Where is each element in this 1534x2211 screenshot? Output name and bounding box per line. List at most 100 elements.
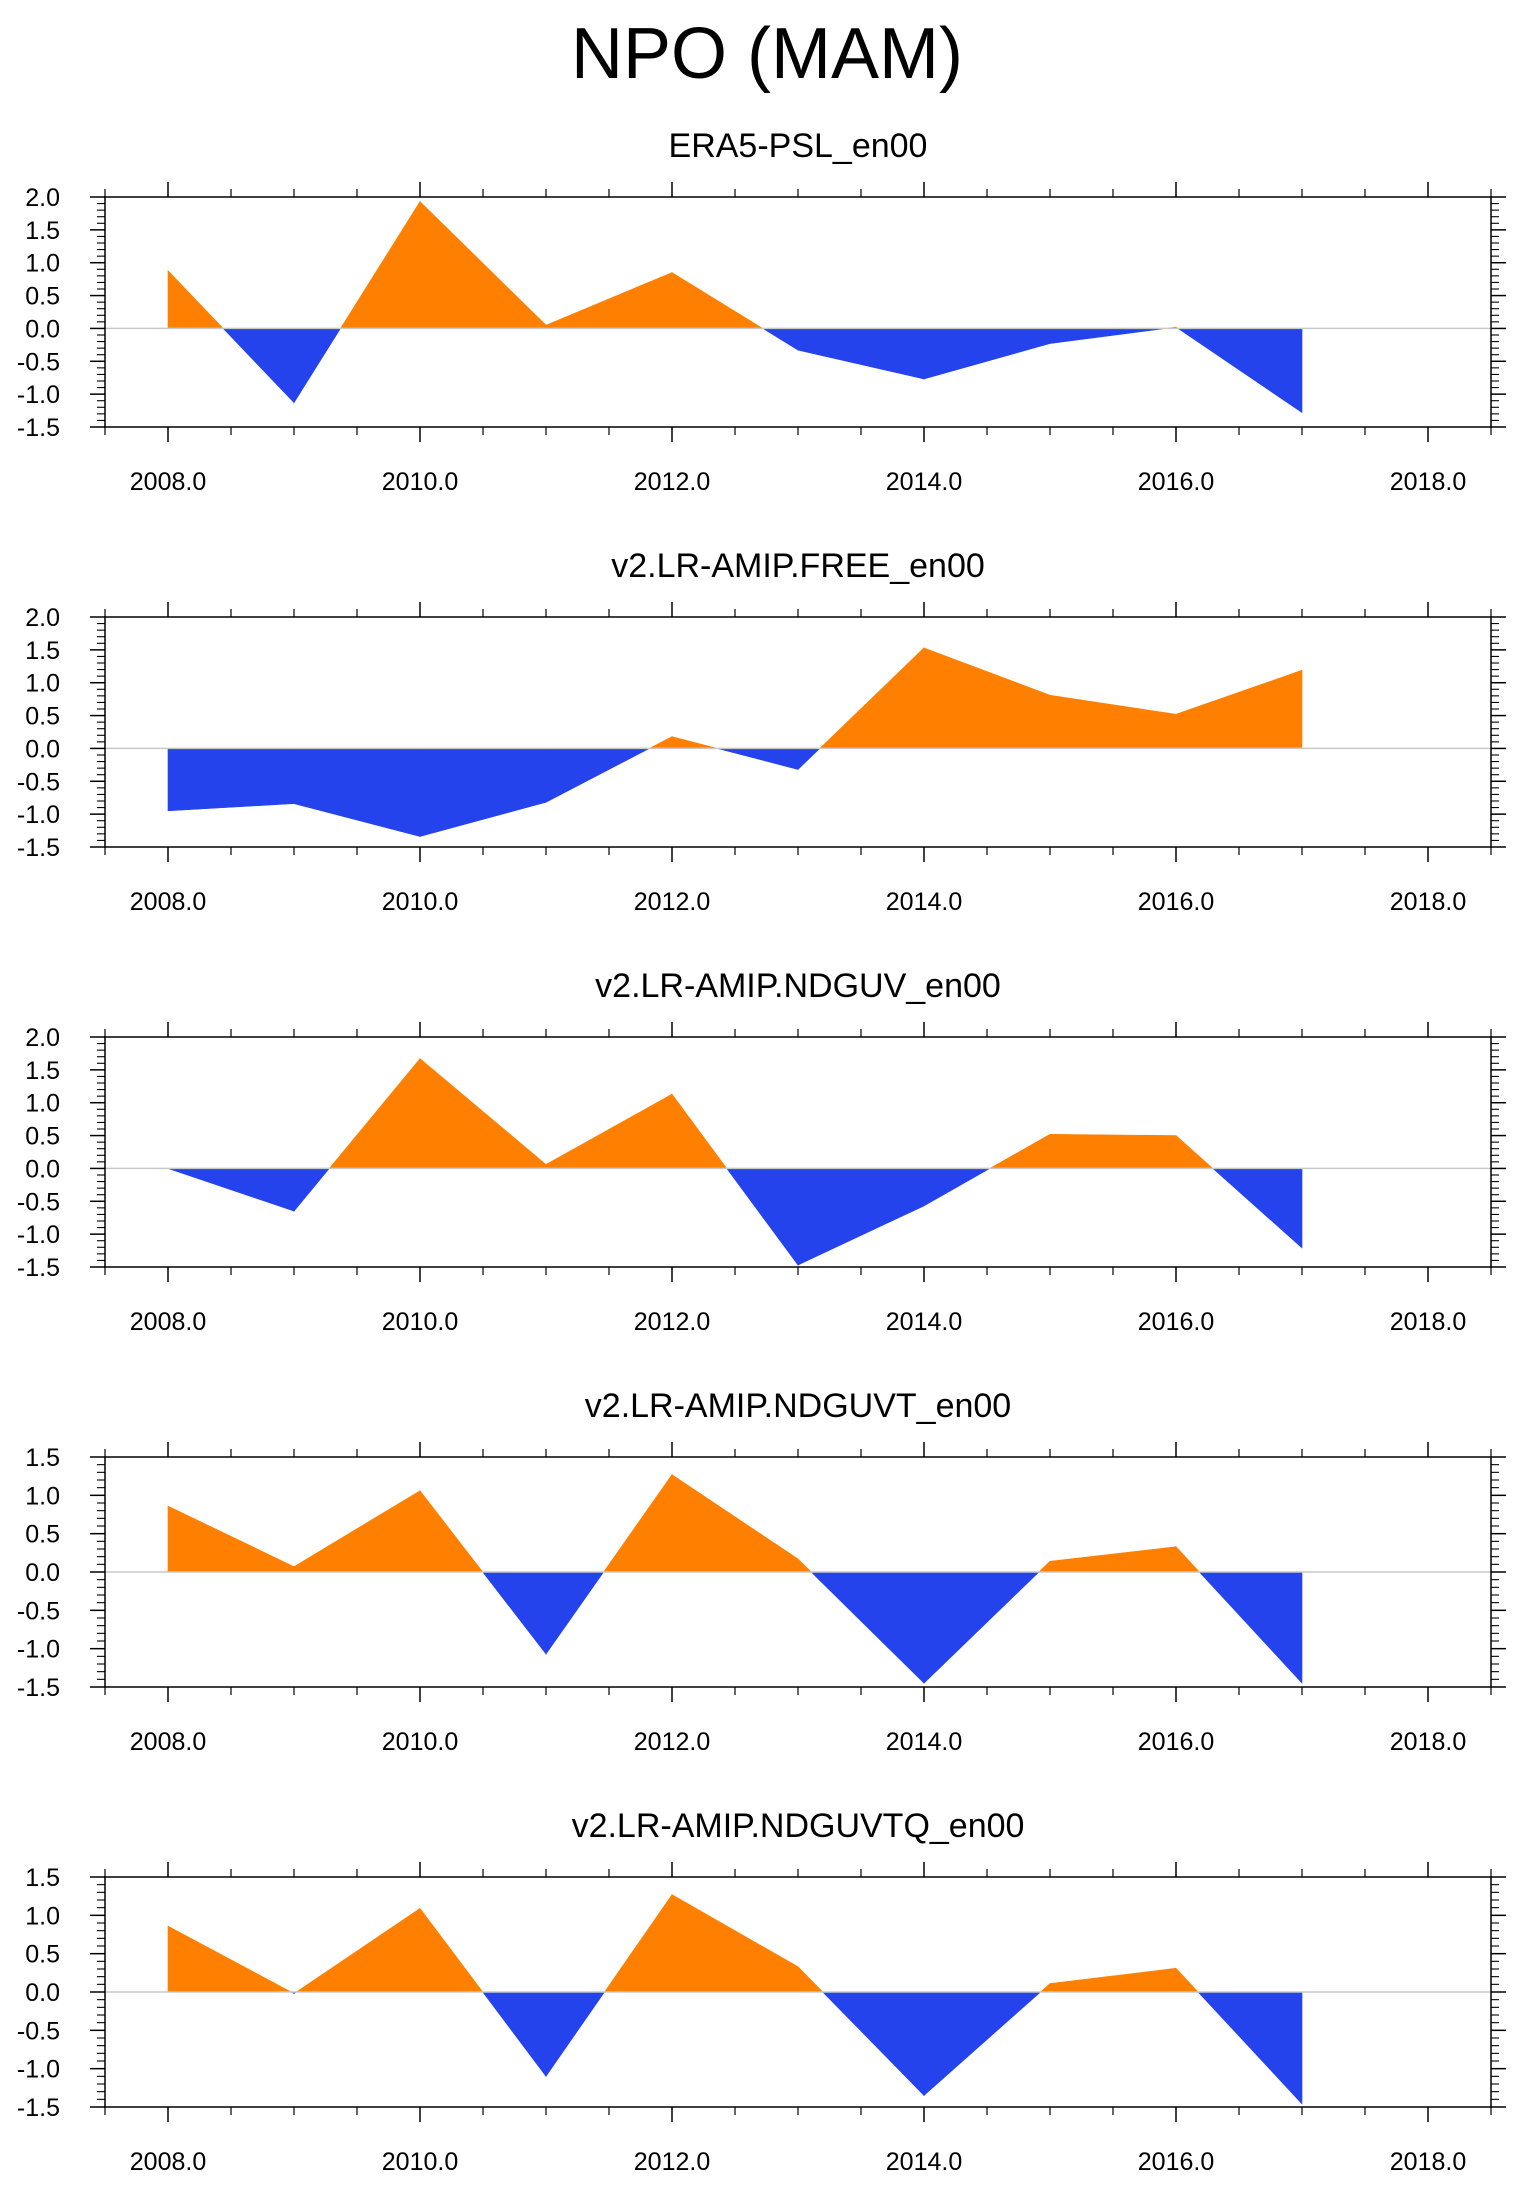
y-tick-label: 1.5: [25, 1444, 60, 1472]
x-tick-label: 2014.0: [886, 1308, 962, 1336]
negative-area: [923, 328, 1051, 380]
negative-area: [761, 328, 799, 351]
y-tick-label: -1.0: [17, 2056, 60, 2084]
negative-area: [1212, 1168, 1303, 1249]
y-tick-label: 1.5: [25, 637, 60, 665]
positive-area: [419, 200, 547, 329]
chart-panel: v2.LR-AMIP.FREE_en00 2008.0 2010.0 2012.0 20…: [17, 547, 1506, 916]
x-tick-label: 2010.0: [382, 468, 458, 496]
positive-area: [988, 1133, 1051, 1169]
x-tick-label: 2012.0: [634, 888, 710, 916]
x-tick-label: 2008.0: [130, 1308, 206, 1336]
positive-area: [1049, 1546, 1177, 1573]
positive-area: [1039, 1982, 1051, 1993]
negative-area: [545, 1571, 605, 1655]
y-tick-label: 0.0: [25, 1155, 60, 1183]
y-tick-label: 0.5: [25, 1521, 60, 1549]
y-tick-label: 2.0: [25, 604, 60, 632]
positive-area: [819, 647, 925, 749]
negative-area: [797, 328, 925, 380]
y-tick-label: 0.5: [25, 1941, 60, 1969]
negative-area: [222, 328, 295, 404]
chart-title: v2.LR-AMIP.FREE_en00: [611, 547, 985, 585]
positive-area: [671, 1474, 799, 1573]
y-tick-label: 0.0: [25, 1559, 60, 1587]
positive-area: [671, 1894, 799, 1993]
y-tick-label: -0.5: [17, 2017, 60, 2045]
positive-area: [545, 272, 673, 329]
negative-area: [545, 1991, 606, 2078]
chart-panel: ERA5-PSL_en00 2008.0 2010.0 2012.0 2014.0 201…: [17, 127, 1506, 496]
x-tick-label: 2014.0: [886, 888, 962, 916]
x-tick-label: 2016.0: [1138, 2148, 1214, 2176]
x-tick-label: 2016.0: [1138, 1308, 1214, 1336]
x-tick-label: 2010.0: [382, 1728, 458, 1756]
chart-title: v2.LR-AMIP.NDGUVTQ_en00: [572, 1807, 1025, 1845]
negative-area: [419, 748, 547, 837]
positive-area: [1175, 1545, 1201, 1573]
y-tick-label: -1.5: [17, 414, 60, 442]
positive-area: [419, 1907, 484, 1993]
positive-area: [167, 269, 224, 329]
negative-area: [482, 1991, 547, 2078]
chart-panel: v2.LR-AMIP.NDGUV_en00 2008.0 2010.0 2012.0 2…: [17, 967, 1506, 1336]
y-tick-label: 1.0: [25, 1902, 60, 1930]
positive-area: [797, 1558, 812, 1573]
y-tick-label: -0.5: [17, 768, 60, 796]
positive-area: [419, 1058, 547, 1169]
negative-area: [293, 748, 421, 837]
chart-title: ERA5-PSL_en00: [669, 127, 928, 165]
positive-area: [671, 736, 718, 749]
negative-area: [923, 1571, 1040, 1684]
negative-area: [167, 748, 295, 812]
negative-area: [482, 1571, 547, 1655]
positive-area: [797, 1965, 824, 1993]
positive-area: [1175, 669, 1303, 749]
figure-title: NPO (MAM): [571, 14, 963, 94]
negative-area: [726, 1168, 799, 1266]
y-tick-label: -1.0: [17, 1636, 60, 1664]
positive-area: [293, 1490, 421, 1573]
x-tick-label: 2010.0: [382, 2148, 458, 2176]
x-tick-label: 2008.0: [130, 2148, 206, 2176]
y-tick-label: -1.0: [17, 1221, 60, 1249]
positive-area: [649, 736, 673, 749]
y-tick-label: -0.5: [17, 1597, 60, 1625]
y-tick-label: 1.5: [25, 1057, 60, 1085]
y-tick-label: 0.0: [25, 1979, 60, 2007]
negative-area: [167, 1168, 295, 1212]
positive-area: [1175, 1967, 1199, 1993]
y-tick-label: 1.0: [25, 250, 60, 278]
y-tick-label: 0.0: [25, 315, 60, 343]
y-tick-label: 1.0: [25, 1482, 60, 1510]
positive-area: [1049, 694, 1177, 749]
x-tick-label: 2016.0: [1138, 888, 1214, 916]
chart-title: v2.LR-AMIP.NDGUV_en00: [595, 967, 1001, 1005]
chart-panel: v2.LR-AMIP.NDGUVTQ_en00 2008.0 2010.0 2012.…: [17, 1807, 1506, 2176]
y-tick-label: -1.5: [17, 1674, 60, 1702]
y-tick-label: 1.5: [25, 1864, 60, 1892]
y-tick-label: 0.0: [25, 735, 60, 763]
negative-area: [545, 748, 650, 803]
positive-area: [603, 1893, 673, 1993]
negative-area: [797, 1168, 925, 1266]
x-tick-label: 2008.0: [130, 1728, 206, 1756]
x-tick-label: 2018.0: [1390, 888, 1466, 916]
y-tick-label: 0.5: [25, 283, 60, 311]
x-tick-label: 2010.0: [382, 888, 458, 916]
y-tick-label: -1.5: [17, 834, 60, 862]
negative-area: [1198, 1571, 1303, 1684]
negative-area: [923, 1168, 992, 1207]
positive-area: [1038, 1560, 1051, 1573]
chart-panel: v2.LR-AMIP.NDGUVT_en00 2008.0 2010.0 2012.0…: [17, 1387, 1506, 1756]
y-tick-label: -0.5: [17, 1188, 60, 1216]
x-tick-label: 2016.0: [1138, 1728, 1214, 1756]
y-tick-label: -0.5: [17, 348, 60, 376]
x-tick-label: 2016.0: [1138, 468, 1214, 496]
positive-area: [1175, 1134, 1214, 1169]
positive-area: [545, 1093, 673, 1169]
y-tick-label: -1.0: [17, 801, 60, 829]
x-tick-label: 2018.0: [1390, 468, 1466, 496]
